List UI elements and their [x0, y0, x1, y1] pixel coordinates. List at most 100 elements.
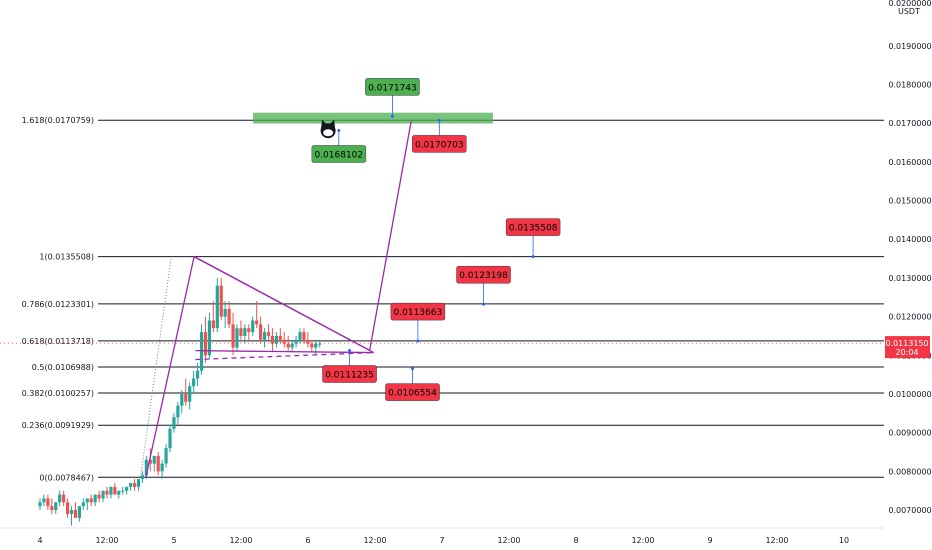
candle-body: [223, 308, 227, 317]
x-tick-label: 7: [439, 536, 444, 545]
candle-body: [314, 343, 318, 348]
price-label-anchor: [411, 367, 415, 371]
y-tick-label: 0.0100000: [888, 390, 931, 399]
candle-body: [105, 490, 109, 495]
candle-body: [282, 339, 286, 344]
candle-body: [77, 506, 81, 518]
y-tick-label: 0.0140000: [888, 235, 931, 244]
x-tick-label: 10: [839, 536, 849, 545]
fib-retracement[interactable]: 0(0.0078467) 0.236(0.0091929) 0.382(0.0100…: [22, 116, 884, 482]
cat-icon: [320, 119, 336, 139]
candle-body: [294, 339, 298, 344]
candle-body: [235, 328, 239, 348]
price-label-text: 0.0106554: [388, 389, 437, 399]
price-label-text: 0.0113663: [394, 308, 443, 318]
price-label-text: 0.0111235: [325, 371, 374, 381]
y-axis[interactable]: USDT 0.0070000 0.0080000 0.0090000 0.010000…: [884, 0, 932, 528]
candle-body: [132, 482, 137, 487]
candle-body: [231, 324, 235, 348]
y-tick-label: 0.0070000: [888, 506, 931, 515]
x-axis[interactable]: 4 12:00 5 12:00 6 12:00 7 12:00 8 12:00 9 12:00 10: [0, 527, 884, 545]
price-label-box[interactable]: [390, 302, 446, 321]
y-tick-label: 0.0150000: [888, 197, 931, 206]
candle-body: [168, 428, 172, 449]
candle-body: [38, 502, 42, 507]
candle-body: [50, 506, 54, 511]
candle-body: [160, 463, 164, 472]
candle-body: [117, 490, 121, 495]
price-label-box[interactable]: [385, 383, 440, 401]
target-zone[interactable]: [253, 112, 493, 124]
candle-body: [176, 405, 180, 418]
candle-body: [262, 332, 267, 340]
candle-body: [274, 335, 278, 344]
fib-level-label: 1(0.0135508): [39, 253, 94, 262]
x-tick-label: 12:00: [95, 536, 118, 545]
candle-body: [286, 343, 290, 348]
price-label-text: 0.0123198: [459, 271, 508, 281]
candle-body: [278, 335, 282, 340]
price-label-box[interactable]: [311, 145, 367, 163]
candle-body: [97, 494, 101, 499]
x-tick-label: 6: [305, 536, 310, 545]
candle-body: [54, 502, 58, 511]
candle-body: [247, 328, 251, 333]
candle-body: [180, 393, 184, 406]
candle-body: [73, 510, 78, 518]
candle-body: [113, 486, 117, 495]
y-tick-label: 0.0090000: [888, 429, 931, 438]
candle-body: [199, 332, 204, 371]
projection-path[interactable]: [145, 121, 412, 478]
x-tick-label: 4: [37, 536, 42, 545]
candle-body: [152, 455, 156, 464]
fib-level-label: 0(0.0078467): [39, 473, 94, 482]
y-tick-label: 0.0170000: [888, 119, 931, 128]
candle-body: [298, 332, 302, 340]
triangle-base-line[interactable]: [195, 349, 374, 354]
y-tick-label-partial: 0.0200000: [888, 0, 931, 8]
candle-body: [42, 498, 46, 503]
candle-body: [93, 494, 97, 503]
fib-anchor-dotted[interactable]: [140, 256, 172, 478]
candle-body: [81, 502, 85, 507]
price-labels[interactable]: 0.0171743 0.0168102 0.0170703 0.0135508 0.01…: [311, 78, 561, 401]
currency-label: USDT: [898, 7, 920, 16]
triangle-lower-dashed-line[interactable]: [195, 351, 374, 361]
price-label-box[interactable]: [505, 218, 561, 236]
fib-level-label: 1.618(0.0170759): [22, 116, 94, 125]
price-label-box[interactable]: [322, 365, 377, 383]
candle-body: [85, 498, 89, 503]
price-label-text: 0.0168102: [314, 150, 363, 160]
price-label-box[interactable]: [456, 266, 511, 284]
price-label-anchor: [390, 114, 394, 118]
candle-body: [129, 482, 133, 487]
candle-body: [259, 324, 263, 340]
candle-body: [290, 343, 294, 348]
drawings[interactable]: [140, 112, 493, 478]
y-tick-label: 0.0080000: [888, 467, 931, 476]
candle-body: [65, 502, 70, 514]
x-tick-label: 8: [573, 536, 578, 545]
cat-face: [323, 129, 334, 137]
candle-body: [266, 332, 271, 336]
candle-body: [195, 370, 200, 379]
y-tick-label: 0.0190000: [888, 42, 931, 51]
candle-body: [192, 378, 196, 387]
current-price-badge[interactable]: [885, 336, 930, 359]
y-tick-label: 0.0180000: [888, 80, 931, 89]
candle-body: [215, 285, 219, 329]
candle-body: [239, 328, 243, 336]
price-label-box[interactable]: [365, 78, 420, 96]
fib-level-label: 0.786(0.0123301): [22, 300, 94, 309]
price-label-text: 0.0135508: [509, 224, 558, 234]
candle-body: [140, 475, 145, 480]
price-label-anchor: [482, 302, 486, 306]
price-label-anchor: [416, 339, 420, 343]
candle-body: [184, 393, 188, 402]
price-label-box[interactable]: [412, 135, 467, 153]
candle-body: [219, 285, 223, 317]
price-label-anchor: [348, 349, 352, 353]
x-tick-label: 12:00: [363, 536, 386, 545]
